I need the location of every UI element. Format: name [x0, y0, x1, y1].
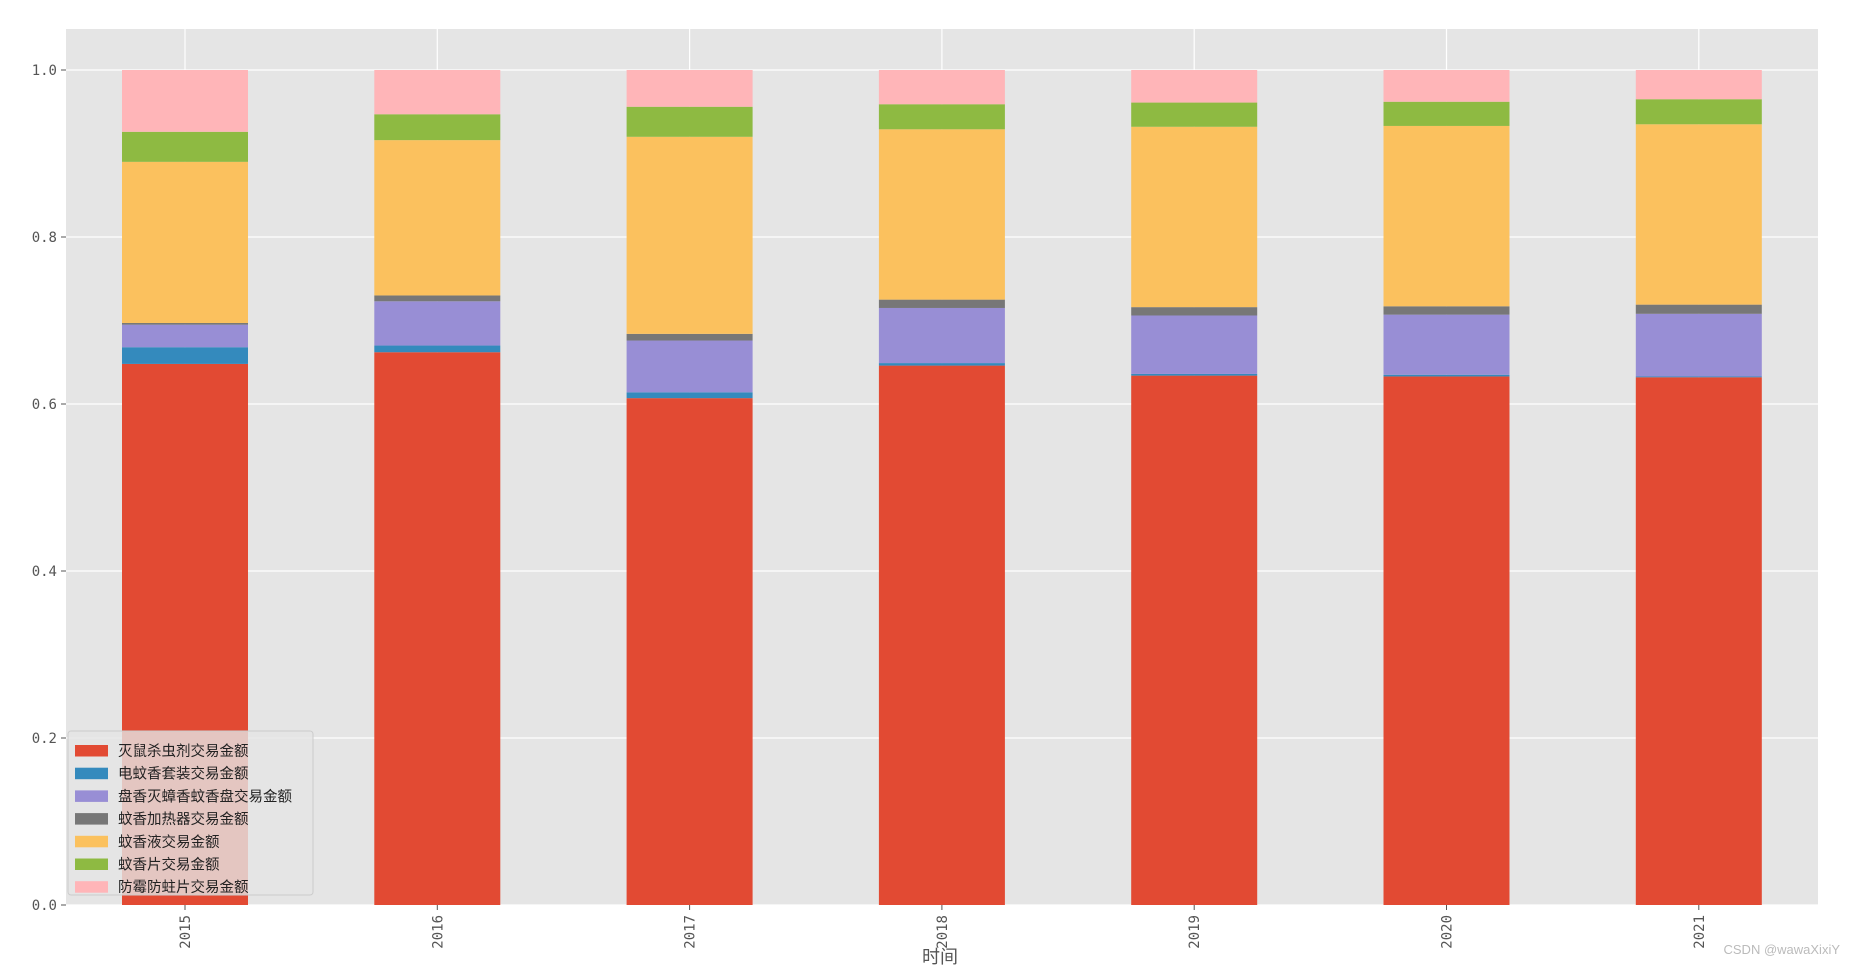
x-axis-label: 时间 — [922, 947, 958, 967]
bar-segment-2019-3 — [1131, 315, 1258, 374]
bar-segment-2017-4 — [626, 333, 753, 341]
legend-entry-label: 防霉防蛀片交易金额 — [118, 878, 249, 896]
bar-segment-2019-7 — [1131, 70, 1258, 103]
y-tick-label: 0.4 — [32, 564, 57, 580]
bar-segment-2016-6 — [374, 114, 501, 141]
x-tick-label: 2015 — [178, 915, 194, 949]
bars — [122, 70, 1762, 906]
bar-segment-2015-5 — [122, 161, 248, 324]
bar-segment-2020-4 — [1383, 306, 1510, 315]
bar-segment-2020-5 — [1383, 125, 1510, 307]
bar-segment-2020-3 — [1383, 314, 1510, 375]
y-tick-label: 1.0 — [32, 63, 57, 79]
bar-segment-2017-1 — [626, 398, 753, 905]
bar-segment-2019-2 — [1131, 373, 1258, 376]
bar-segment-2020-7 — [1383, 70, 1510, 102]
bar-segment-2018-1 — [878, 365, 1005, 906]
y-tick-label: 0.0 — [32, 898, 57, 914]
bar-segment-2021-5 — [1635, 124, 1762, 305]
bar-segment-2021-2 — [1635, 376, 1762, 378]
x-tick-label: 2020 — [1440, 915, 1456, 949]
bar-segment-2018-6 — [878, 104, 1005, 130]
bar-segment-2016-1 — [374, 352, 501, 906]
bar-segment-2017-6 — [626, 106, 753, 137]
y-axis-ticks: 0.0 0.2 0.4 0.6 0.8 1.0 — [32, 63, 66, 914]
bar-segment-2015-6 — [122, 131, 248, 162]
bar-segment-2016-2 — [374, 345, 501, 353]
legend-box — [67, 730, 314, 896]
bar-segment-2018-3 — [878, 307, 1005, 364]
bar-segment-2016-7 — [374, 70, 501, 115]
bar-segment-2017-2 — [626, 392, 753, 399]
bar-segment-2021-7 — [1635, 70, 1762, 100]
legend: 灭鼠杀虫剂交易金额电蚊香套装交易金额盘香灭蟑香蚊香盘交易金额蚊香加热器交易金额蚊… — [67, 730, 314, 896]
bar-segment-2019-4 — [1131, 307, 1258, 316]
bar-segment-2015-3 — [122, 324, 248, 348]
bar-segment-2018-4 — [878, 299, 1005, 308]
bar-segment-2015-4 — [122, 323, 248, 325]
x-tick-label: 2019 — [1187, 915, 1203, 949]
legend-entry-label: 蚊香加热器交易金额 — [118, 810, 249, 828]
bar-segment-2018-5 — [878, 129, 1005, 300]
bar-segment-2016-4 — [374, 295, 501, 302]
bar-segment-2021-3 — [1635, 313, 1762, 377]
legend-swatch — [75, 745, 108, 757]
bar-segment-2017-3 — [626, 340, 753, 393]
bar-segment-2020-6 — [1383, 101, 1510, 126]
legend-swatch — [75, 790, 108, 802]
bar-segment-2020-1 — [1383, 376, 1510, 905]
bar-segment-2019-5 — [1131, 126, 1258, 308]
legend-entry-label: 盘香灭蟑香蚊香盘交易金额 — [118, 787, 292, 805]
bar-segment-2017-7 — [626, 70, 753, 107]
watermark: CSDN @wawaXixiY — [1724, 942, 1841, 957]
legend-swatch — [75, 767, 108, 780]
legend-entry-label: 蚊香液交易金额 — [118, 833, 220, 851]
legend-swatch — [75, 881, 108, 893]
bar-segment-2018-2 — [878, 363, 1005, 366]
bar-segment-2021-6 — [1635, 99, 1762, 125]
x-axis-ticks: 2015 2016 2017 2018 2019 2020 2021 — [178, 905, 1708, 949]
x-tick-label: 2018 — [935, 915, 951, 949]
bar-segment-2021-4 — [1635, 304, 1762, 314]
y-tick-label: 0.2 — [32, 731, 57, 747]
bar-segment-2021-1 — [1635, 377, 1762, 905]
legend-swatch — [75, 835, 108, 848]
legend-swatch — [75, 813, 108, 825]
bar-segment-2017-5 — [626, 136, 753, 334]
bar-segment-2015-7 — [122, 70, 248, 132]
bar-segment-2015-2 — [122, 347, 248, 364]
y-tick-label: 0.8 — [32, 230, 57, 246]
x-tick-label: 2021 — [1692, 915, 1708, 949]
bar-segment-2016-3 — [374, 301, 501, 346]
legend-entry-label: 电蚊香套装交易金额 — [118, 765, 249, 783]
legend-entry-label: 蚊香片交易金额 — [118, 856, 220, 874]
legend-swatch — [75, 858, 108, 870]
x-tick-label: 2016 — [430, 915, 446, 949]
bar-segment-2019-1 — [1131, 375, 1258, 905]
legend-entry-label: 灭鼠杀虫剂交易金额 — [118, 742, 249, 760]
bar-segment-2018-7 — [878, 70, 1005, 105]
x-tick-label: 2017 — [683, 915, 699, 949]
bar-segment-2020-2 — [1383, 374, 1510, 377]
bar-segment-2016-5 — [374, 140, 501, 296]
y-tick-label: 0.6 — [32, 397, 57, 413]
bar-segment-2019-6 — [1131, 102, 1258, 127]
